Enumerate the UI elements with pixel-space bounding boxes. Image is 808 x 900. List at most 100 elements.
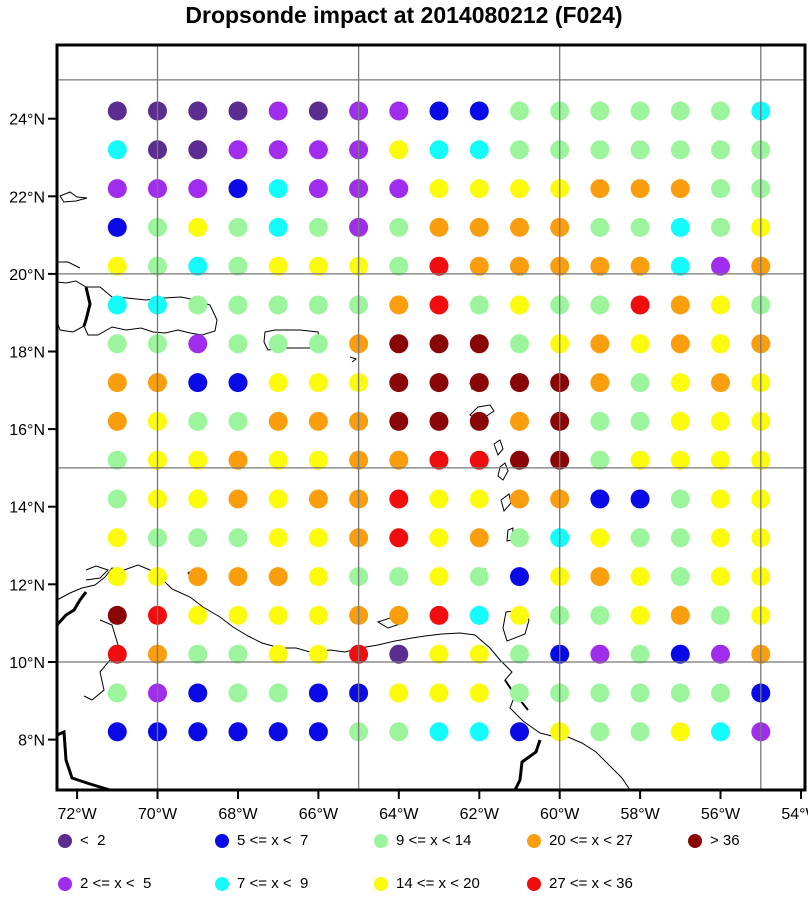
dropsonde-point [308,489,328,509]
dropsonde-point [469,605,489,625]
dropsonde-point [630,605,650,625]
dropsonde-point [630,683,650,703]
dropsonde-point [590,256,610,276]
dropsonde-point [389,179,409,199]
dropsonde-point [630,722,650,742]
dropsonde-point [510,411,529,431]
legend-label: 9 <= x < 14 [396,832,472,849]
dropsonde-point [711,644,730,664]
dropsonde-point [228,683,248,703]
lon-tick-label: 58°W [620,806,660,823]
lat-tick-label: 8°N [18,733,45,750]
border-venezuela-guyana [513,739,542,791]
coastline-st-lucia [500,493,512,513]
dropsonde-point [308,722,328,742]
dropsonde-point [510,256,529,276]
dropsonde-point [630,140,650,160]
dropsonde-point [308,256,328,276]
dropsonde-point [308,101,328,121]
border-venezuela-colombia-west [56,729,111,792]
dropsonde-point [389,256,409,276]
legend-swatch [527,834,541,848]
dropsonde-point [469,373,489,393]
dropsonde-point [228,450,248,470]
dropsonde-point [107,489,127,509]
dropsonde-point [711,683,730,703]
dropsonde-point [670,179,690,199]
dropsonde-point [429,567,449,587]
dropsonde-point [188,567,208,587]
dropsonde-point [711,722,730,742]
dropsonde-point [469,256,489,276]
dropsonde-point [228,489,248,509]
dropsonde-point [308,605,328,625]
dropsonde-point [107,334,127,354]
dropsonde-point [188,450,208,470]
dropsonde-point [429,101,449,121]
dropsonde-point [389,567,409,587]
dropsonde-point [510,179,529,199]
legend-label: 27 <= x < 36 [549,875,633,892]
dropsonde-point [630,528,650,548]
dropsonde-point [510,489,529,509]
lat-tick-label: 18°N [9,345,45,362]
dropsonde-point [429,450,449,470]
dropsonde-point [469,528,489,548]
dropsonde-point [670,528,690,548]
dropsonde-point [308,140,328,160]
dropsonde-point [389,528,409,548]
dropsonde-point [429,411,449,431]
lon-tick-label: 54°W [781,806,808,823]
dropsonde-point [670,373,690,393]
dropsonde-point [630,295,650,315]
dropsonde-point [469,101,489,121]
dropsonde-point [188,605,208,625]
dropsonde-point [228,334,248,354]
dropsonde-point [590,605,610,625]
dropsonde-point [389,644,409,664]
dropsonde-point [590,683,610,703]
dropsonde-point [630,217,650,237]
dropsonde-point [670,567,690,587]
legend-swatch [374,834,388,848]
lat-tick-label: 16°N [9,422,45,439]
legend-label: 7 <= x < 9 [237,875,309,892]
dropsonde-point [711,179,730,199]
dropsonde-point [510,567,529,587]
dropsonde-point [590,489,610,509]
axis-tick-labels: 72°W 70°W 68°W 66°W 64°W 62°W 60°W 58°W 56°W 54°W… [9,112,808,823]
dropsonde-point [510,334,529,354]
dot-layer [107,101,771,742]
dropsonde-point [469,450,489,470]
dropsonde-point [389,450,409,470]
dropsonde-point [228,217,248,237]
dropsonde-point [630,567,650,587]
dropsonde-point [268,450,288,470]
dropsonde-point [711,605,730,625]
dropsonde-point [268,683,288,703]
dropsonde-point [188,217,208,237]
dropsonde-point [711,528,730,548]
axis-ticks [48,117,802,799]
dropsonde-point [268,411,288,431]
dropsonde-point [630,179,650,199]
dropsonde-point [429,256,449,276]
dropsonde-point [228,179,248,199]
dropsonde-point [429,489,449,509]
dropsonde-point [711,217,730,237]
dropsonde-point [389,605,409,625]
dropsonde-point [107,605,127,625]
dropsonde-point [308,334,328,354]
dropsonde-point [268,179,288,199]
dropsonde-point [228,722,248,742]
dropsonde-point [590,373,610,393]
legend-swatch [58,877,72,891]
dropsonde-point [590,101,610,121]
lat-tick-label: 22°N [9,189,45,206]
dropsonde-point [107,683,127,703]
lon-tick-label: 72°W [57,806,97,823]
dropsonde-point [228,140,248,160]
dropsonde-point [268,605,288,625]
dropsonde-point [711,295,730,315]
lon-tick-label: 66°W [299,806,339,823]
